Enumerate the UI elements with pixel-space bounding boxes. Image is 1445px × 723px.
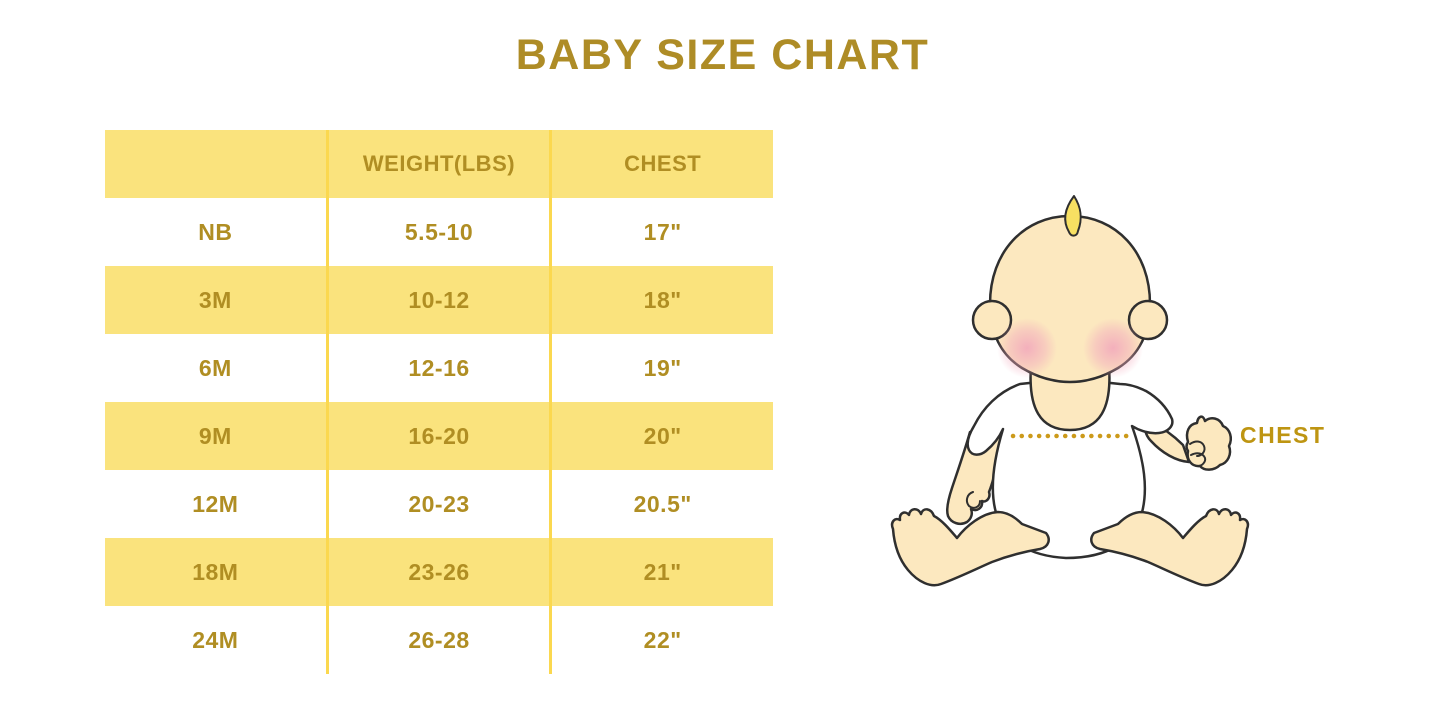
table-row-12m: 12M 20-23 20.5" <box>105 470 773 538</box>
baby-hair-tuft <box>1064 195 1082 237</box>
column-header-size <box>105 130 326 198</box>
size-cell: 3M <box>198 286 232 313</box>
baby-hand-left-curl <box>965 491 981 509</box>
table-header-row: WEIGHT(LBS) CHEST <box>105 130 773 198</box>
size-cell: 9M <box>198 422 232 449</box>
baby-blush-left <box>997 318 1057 378</box>
chest-cell: 21" <box>549 538 773 606</box>
baby-ear-right <box>1127 299 1169 341</box>
baby-ear-left <box>971 299 1013 341</box>
table-row-3m: 3M 10-12 18" <box>105 266 773 334</box>
weight-cell: 20-23 <box>325 470 550 538</box>
table-row-nb: NB 5.5-10 17" <box>105 198 773 266</box>
table-row-9m: 9M 16-20 20" <box>105 402 773 470</box>
chest-cell: 18" <box>549 266 773 334</box>
weight-cell: 12-16 <box>325 334 550 402</box>
size-cell: 18M <box>192 558 239 585</box>
weight-cell: 16-20 <box>325 402 550 470</box>
weight-cell: 10-12 <box>325 266 550 334</box>
table-row-24m: 24M 26-28 22" <box>105 606 773 674</box>
size-cell: NB <box>198 218 233 245</box>
table-row-18m: 18M 23-26 21" <box>105 538 773 606</box>
chest-measurement-label: CHEST <box>1240 422 1326 448</box>
chest-cell: 17" <box>549 198 773 266</box>
baby-leg-right <box>1090 508 1250 587</box>
size-table: WEIGHT(LBS) CHEST NB 5.5-10 17" 3M 10-12… <box>105 130 773 674</box>
weight-cell: 5.5-10 <box>325 198 550 266</box>
chest-cell: 19" <box>549 334 773 402</box>
weight-cell: 23-26 <box>325 538 550 606</box>
size-cell: 24M <box>192 626 239 653</box>
page-title: BABY SIZE CHART <box>515 31 930 79</box>
weight-cell: 26-28 <box>325 606 550 674</box>
baby-blush-right <box>1083 318 1143 378</box>
baby-leg-left <box>890 508 1050 587</box>
column-header-weight: WEIGHT(LBS) <box>325 130 550 198</box>
table-row-6m: 6M 12-16 19" <box>105 334 773 402</box>
chest-cell: 20.5" <box>549 470 773 538</box>
baby-illustration <box>890 195 1250 587</box>
chest-cell: 20" <box>549 402 773 470</box>
size-cell: 12M <box>192 490 239 517</box>
size-cell: 6M <box>198 354 232 381</box>
baby-fist-curl-2 <box>1190 452 1207 467</box>
column-header-chest: CHEST <box>549 130 773 198</box>
chest-cell: 22" <box>549 606 773 674</box>
